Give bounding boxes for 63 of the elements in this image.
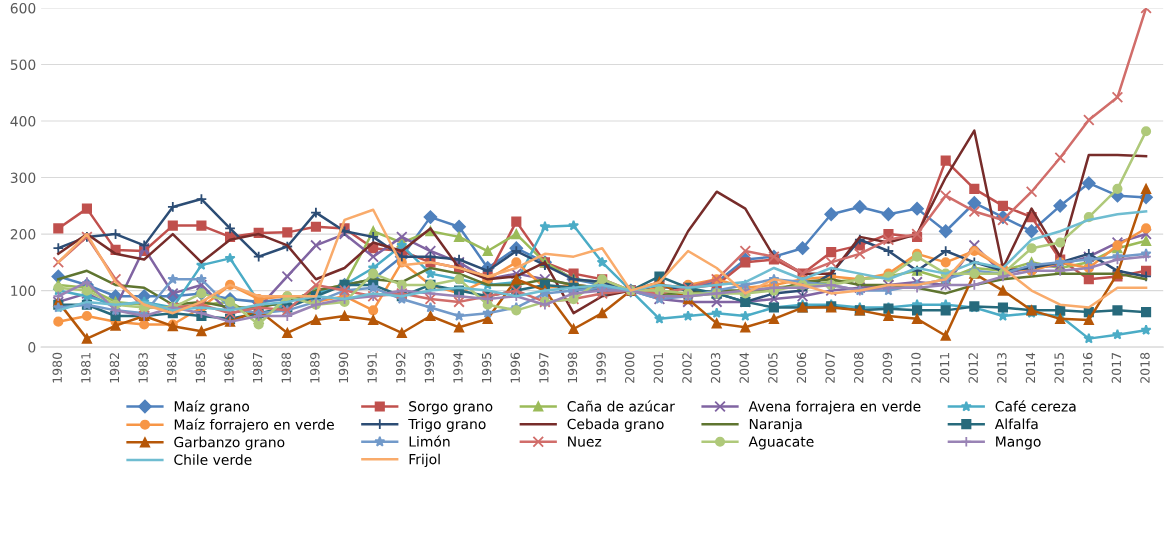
x-tick-label: 1995	[481, 353, 492, 383]
legend-label: Cebada grano	[567, 418, 664, 432]
x-tick-label: 1990	[338, 352, 349, 383]
y-tick-label: 400	[10, 116, 36, 127]
x-tick-label: 2012	[968, 353, 978, 383]
x-tick-label: 2003	[710, 352, 721, 383]
legend-label: Chile verde	[174, 454, 252, 465]
y-tick-label: 600	[10, 2, 36, 14]
y-tick-label: 500	[10, 59, 36, 70]
x-tick-label: 1989	[310, 352, 320, 383]
x-tick-label: 1980	[52, 352, 62, 383]
x-tick-label: 1999	[596, 352, 606, 383]
legend-label: Mango	[996, 436, 1041, 450]
x-tick-label: 2000	[624, 352, 635, 383]
x-tick-label: 1986	[224, 352, 234, 383]
x-tick-label: 2005	[768, 353, 778, 383]
legend-label: Nuez	[568, 436, 602, 447]
x-tick-label: 1981	[81, 353, 91, 383]
x-tick-label: 2013	[997, 352, 1007, 383]
legend-label: Café cereza	[995, 400, 1076, 412]
x-tick-label: 2007	[825, 353, 835, 383]
x-tick-label: 1985	[195, 353, 206, 383]
legend-label: Naranja	[749, 418, 802, 432]
x-tick-label: 1997	[539, 353, 549, 383]
x-tick-label: 2014	[1025, 352, 1036, 383]
x-tick-label: 2017	[1111, 353, 1122, 383]
legend-label: Avena forrajera en verde	[748, 400, 921, 415]
x-tick-label: 1982	[109, 353, 120, 383]
legend-label: Maíz forrajero en verde	[174, 418, 334, 433]
legend-label: Aguacate	[748, 436, 814, 450]
y-tick-label: 100	[11, 285, 36, 297]
x-tick-label: 1991	[367, 353, 377, 383]
legend-label: Sorgo grano	[409, 401, 493, 415]
x-tick-label: 2009	[882, 352, 893, 383]
y-tick-label: 0	[28, 342, 36, 353]
legend-label: Alfalfa	[994, 418, 1038, 430]
x-tick-label: 2008	[853, 352, 864, 383]
x-tick-label: 1988	[281, 352, 291, 383]
x-tick-label: 1998	[567, 352, 578, 383]
x-tick-label: 2010	[911, 352, 921, 383]
y-tick-label: 200	[10, 229, 36, 240]
legend-label: Trigo grano	[408, 418, 486, 432]
x-tick-label: 2016	[1083, 352, 1093, 383]
x-tick-label: 1996	[510, 352, 520, 383]
x-tick-label: 2018	[1140, 352, 1150, 383]
x-tick-label: 2002	[682, 353, 692, 383]
x-tick-label: 1994	[453, 352, 463, 383]
legend-label: Frijol	[409, 453, 440, 468]
x-tick-label: 2006	[796, 352, 807, 383]
legend-label: Limón	[409, 435, 450, 447]
x-tick-label: 1987	[252, 353, 263, 383]
x-tick-label: 1992	[395, 353, 406, 383]
x-tick-label: 1983	[138, 352, 148, 383]
x-tick-label: 2004	[739, 352, 749, 383]
legend-label: Caña de azúcar	[567, 400, 675, 412]
x-tick-label: 2001	[653, 353, 664, 383]
x-tick-label: 2011	[939, 353, 950, 383]
x-tick-label: 1984	[166, 352, 177, 383]
x-tick-label: 1993	[424, 352, 435, 383]
legend-label: Garbanzo grano	[174, 436, 285, 451]
legend-label: Maíz grano	[174, 400, 250, 415]
x-tick-label: 2015	[1054, 353, 1064, 383]
y-tick-label: 300	[10, 172, 36, 184]
